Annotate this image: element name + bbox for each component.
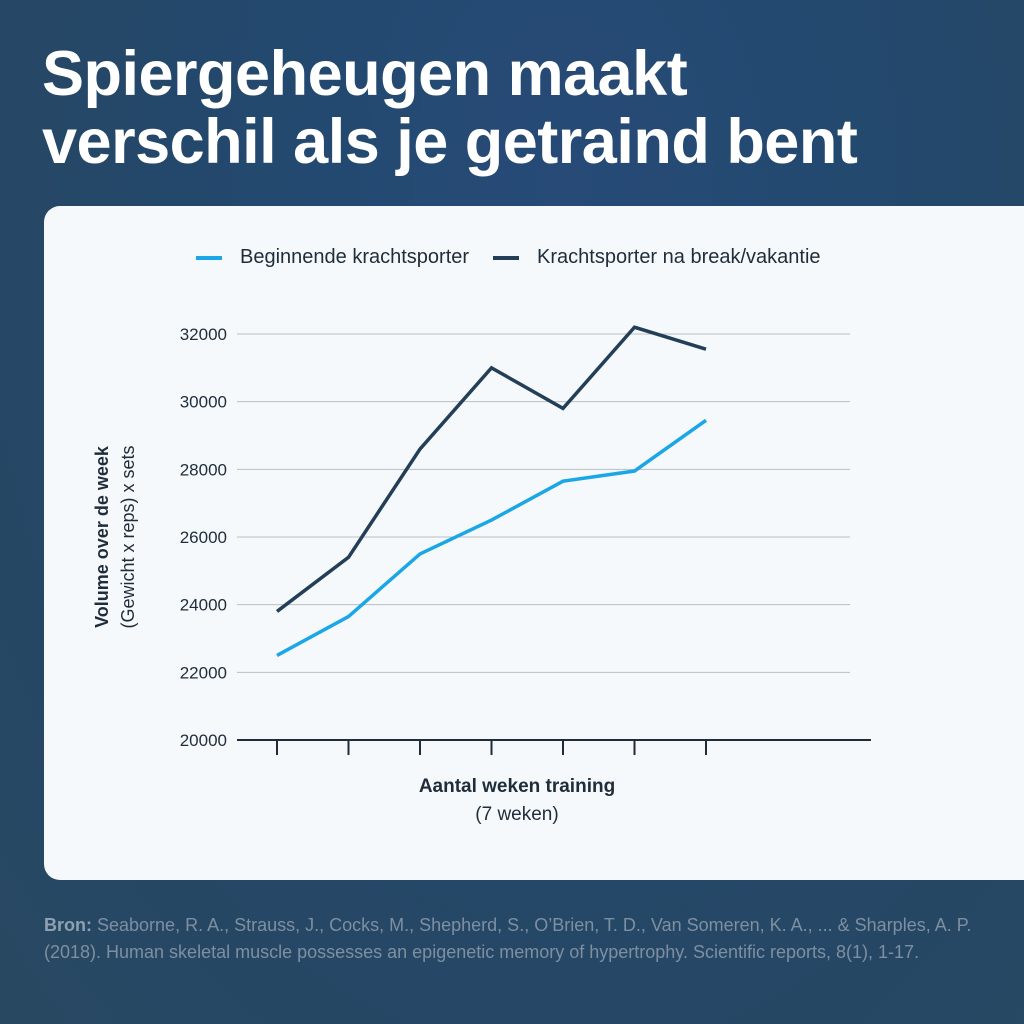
chart-card: Beginnende krachtsporter Krachtsporter n… — [44, 206, 1024, 880]
legend-swatch-beginner — [196, 255, 222, 260]
legend-item-beginner: Beginnende krachtsporter — [196, 246, 469, 269]
source-text: Seaborne, R. A., Strauss, J., Cocks, M.,… — [44, 915, 972, 962]
x-axis-ticks — [276, 740, 707, 755]
legend-label-beginner: Beginnende krachtsporter — [240, 246, 470, 268]
x-axis-sublabel: (7 weken) — [475, 804, 558, 825]
y-tick-label: 30000 — [180, 393, 227, 412]
y-tick-label: 28000 — [180, 460, 227, 479]
series-line-trained — [275, 325, 707, 613]
legend-item-trained: Krachtsporter na break/vakantie — [493, 246, 821, 269]
line-chart: 20000 22000 24000 26000 28000 30000 32000 Volu… — [92, 325, 871, 825]
legend-label-trained: Krachtsporter na break/vakantie — [537, 246, 821, 268]
y-tick-label: 32000 — [180, 325, 227, 344]
source-citation: Bron: Seaborne, R. A., Strauss, J., Cock… — [44, 912, 994, 966]
y-axis-sublabel: (Gewicht x reps) x sets — [118, 445, 138, 628]
y-tick-label: 26000 — [180, 528, 227, 547]
x-axis-label: Aantal weken training — [419, 776, 615, 797]
legend-swatch-trained — [493, 255, 520, 260]
y-tick-label: 24000 — [180, 596, 227, 615]
series-line-beginner — [276, 418, 708, 657]
series-lines — [275, 325, 708, 657]
page-title: Spiergeheugen maakt verschil als je getr… — [42, 39, 858, 177]
source-label: Bron: — [44, 915, 92, 935]
y-tick-label: 20000 — [180, 731, 227, 750]
grid-lines — [237, 333, 850, 673]
y-axis-ticks: 20000 22000 24000 26000 28000 30000 32000 — [180, 325, 227, 750]
title-line-1: Spiergeheugen maakt — [42, 39, 688, 109]
chart-legend: Beginnende krachtsporter Krachtsporter n… — [196, 246, 845, 269]
title-line-2: verschil als je getraind bent — [42, 107, 858, 177]
y-axis-label: Volume over de week — [92, 445, 112, 628]
y-tick-label: 22000 — [180, 663, 227, 682]
